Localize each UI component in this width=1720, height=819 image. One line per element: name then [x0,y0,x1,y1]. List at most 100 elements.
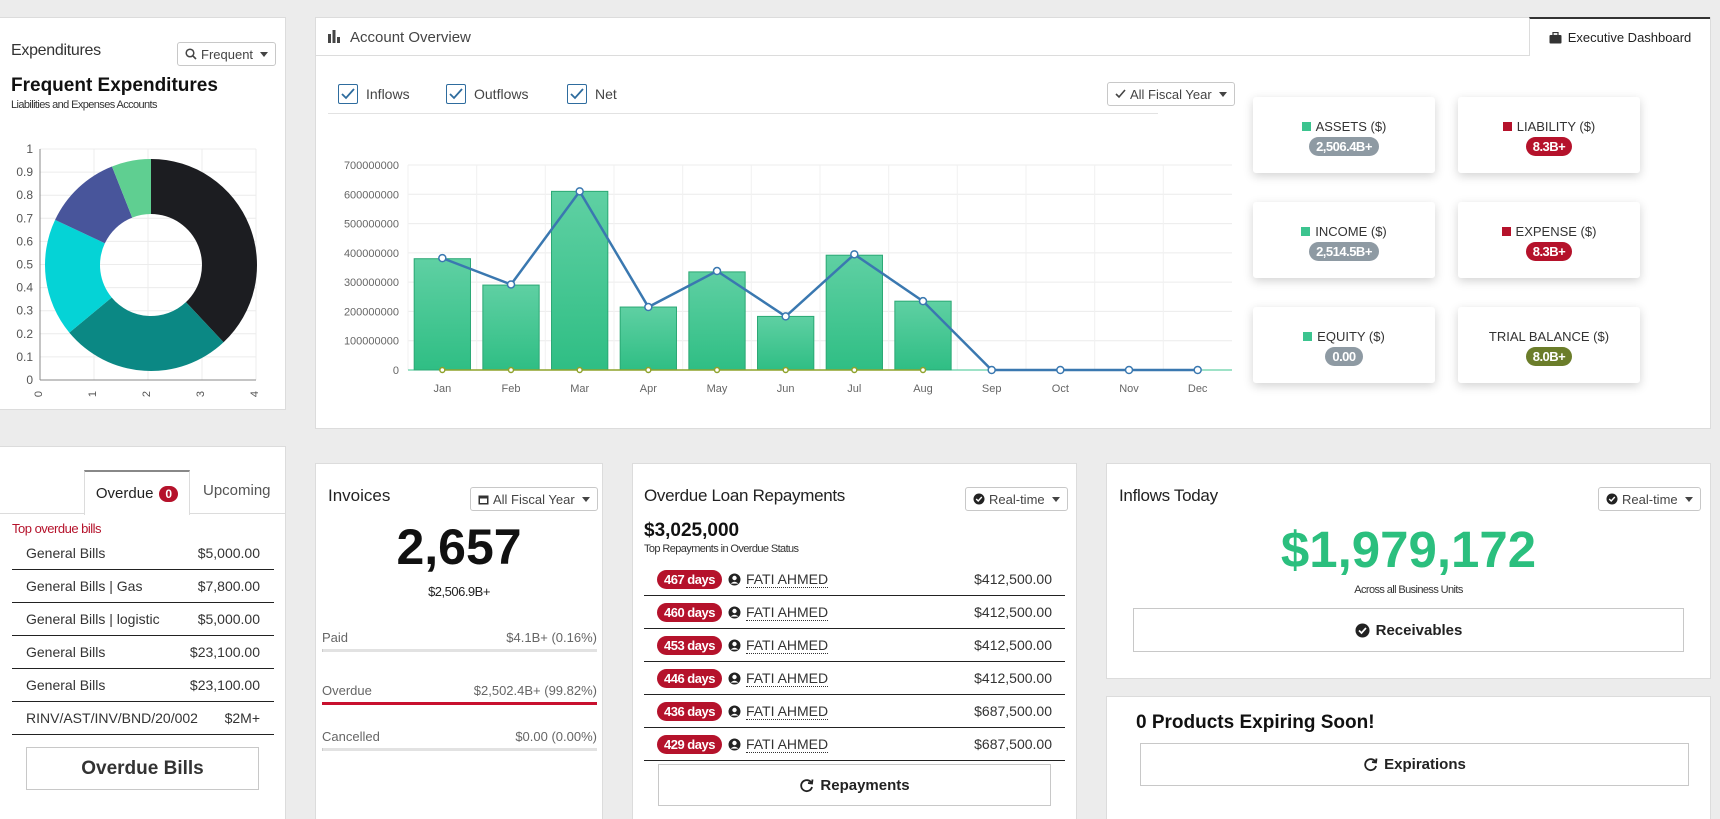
donut-y-tick: 0.4 [16,281,33,295]
expirations-button[interactable]: Expirations [1140,743,1689,786]
net-point[interactable] [1056,365,1065,375]
account-overview-title: Account Overview [350,29,471,46]
bill-amount: $5,000.00 [197,611,260,627]
loans-period-dropdown[interactable]: Real-time [965,487,1068,511]
bill-row[interactable]: General Bills $23,100.00 [12,636,274,669]
inflows-bar[interactable] [757,315,815,371]
kpi-expense-marker [1501,227,1511,236]
bill-row[interactable]: General Bills | logistic $5,000.00 [12,603,274,636]
tab-executive-dashboard[interactable]: Executive Dashboard [1529,17,1710,56]
kpi-equity[interactable]: EQUITY ($) 0.00 [1253,307,1435,383]
kpi-assets-value: 2,506.4B+ [1309,137,1379,156]
customer-name-link[interactable]: FATI AHMED [745,735,829,753]
overdue-loans-title: Overdue Loan Repayments [644,486,846,505]
bill-name: General Bills | logistic [26,611,160,627]
kpi-assets[interactable]: ASSETS ($) 2,506.4B+ [1253,97,1435,173]
bill-row[interactable]: General Bills | Gas $7,800.00 [12,570,274,603]
loan-row[interactable]: 429 days FATI AHMED $687,500.00 [644,728,1065,761]
tab-upcoming[interactable]: Upcoming [203,482,271,499]
inflows-bar[interactable] [413,258,471,371]
loan-row[interactable]: 460 days FATI AHMED $412,500.00 [644,596,1065,629]
inflows-bar[interactable] [894,300,952,371]
outflows-point[interactable] [576,366,583,374]
net-point[interactable] [987,365,996,375]
bill-row[interactable]: RINV/AST/INV/BND/20/002 $2M+ [12,702,274,735]
customer-name-link[interactable]: FATI AHMED [745,570,829,588]
chart-x-tick: Sep [982,383,1002,395]
donut-slice[interactable] [55,166,133,244]
outflows-point[interactable] [439,366,446,374]
user-circle-icon [728,606,741,619]
net-point[interactable] [1124,365,1134,375]
kpi-expense[interactable]: EXPENSE ($) 8.3B+ [1458,202,1640,278]
overdue-count-badge: 0 [159,485,179,502]
net-point[interactable] [644,302,653,312]
net-point[interactable] [438,253,447,263]
kpi-income[interactable]: INCOME ($) 2,514.5B+ [1253,202,1435,278]
checkbox-outflows[interactable]: Outflows [446,84,528,104]
kpi-liability[interactable]: LIABILITY ($) 8.3B+ [1458,97,1640,173]
customer-name-link[interactable]: FATI AHMED [745,636,829,654]
loan-amount: $412,500.00 [974,604,1052,620]
customer-name-link[interactable]: FATI AHMED [745,603,829,621]
net-point[interactable] [575,187,584,196]
loan-row[interactable]: 446 days FATI AHMED $412,500.00 [644,662,1065,695]
inflows-period-dropdown[interactable]: Real-time [1598,487,1701,511]
checkbox-inflows-box[interactable] [338,84,358,104]
expenditures-filter-dropdown[interactable]: Frequent [177,42,277,66]
inflows-today-title: Inflows Today [1119,486,1218,505]
outflows-point[interactable] [713,366,721,374]
customer-name-link[interactable]: FATI AHMED [745,669,829,687]
net-point[interactable] [850,250,859,259]
inflows-today-card: Inflows Today Real-time $1,979,172 Acros… [1106,463,1711,679]
checkbox-net[interactable]: Net [567,84,617,104]
tab-overdue-label: Overdue [95,485,154,502]
inflows-bar[interactable] [825,254,883,371]
donut-slice[interactable] [45,219,112,333]
invoice-status-value: $0.00 (0.00%) [515,729,597,744]
checkbox-outflows-box[interactable] [446,84,466,104]
net-point[interactable] [1193,365,1202,375]
loan-row[interactable]: 453 days FATI AHMED $412,500.00 [644,629,1065,662]
loan-row[interactable]: 467 days FATI AHMED $412,500.00 [644,563,1065,596]
outflows-point[interactable] [851,366,858,374]
outflows-point[interactable] [919,366,927,374]
net-point[interactable] [506,280,516,289]
donut-y-tick: 0.9 [16,165,33,179]
outflows-point[interactable] [645,366,652,374]
days-overdue-badge: 436 days [657,701,722,721]
tab-overdue[interactable]: Overdue 0 [84,470,190,515]
net-point[interactable] [781,312,790,321]
outflows-point[interactable] [782,366,789,374]
bill-row[interactable]: General Bills $23,100.00 [12,669,274,702]
donut-slice[interactable] [111,159,151,218]
invoices-period-dropdown[interactable]: All Fiscal Year [470,487,598,511]
kpi-trial-balance[interactable]: TRIAL BALANCE ($) 8.0B+ [1458,307,1640,383]
repayments-button[interactable]: Repayments [658,764,1051,806]
overdue-bills-button[interactable]: Overdue Bills [26,747,259,790]
days-overdue-badge: 453 days [657,635,722,655]
donut-y-tick: 0.2 [16,327,33,341]
net-point[interactable] [712,266,722,276]
net-point[interactable] [918,296,928,306]
progress-fill [322,748,324,751]
fiscal-year-dropdown[interactable]: All Fiscal Year [1107,82,1235,106]
invoice-status-label: Cancelled [322,729,380,744]
outflows-point[interactable] [507,366,515,374]
kpi-liability-value: 8.3B+ [1525,137,1573,156]
checkbox-inflows[interactable]: Inflows [338,84,410,104]
bill-row[interactable]: General Bills $5,000.00 [12,537,274,570]
loan-row[interactable]: 436 days FATI AHMED $687,500.00 [644,695,1065,728]
donut-slice[interactable] [69,297,224,371]
expenditures-filter-label: Frequent [201,46,254,62]
inflows-bar[interactable] [688,271,746,371]
receivables-button[interactable]: Receivables [1133,608,1684,652]
inflows-bar[interactable] [482,284,540,371]
inflows-bar[interactable] [619,306,677,371]
donut-slice[interactable] [151,159,257,343]
donut-y-tick: 0.1 [16,350,33,364]
caret-down-icon [260,51,269,57]
account-overview-header: Account Overview Executive Dashboard [316,17,1710,56]
customer-name-link[interactable]: FATI AHMED [745,702,829,720]
checkbox-net-box[interactable] [567,84,587,104]
